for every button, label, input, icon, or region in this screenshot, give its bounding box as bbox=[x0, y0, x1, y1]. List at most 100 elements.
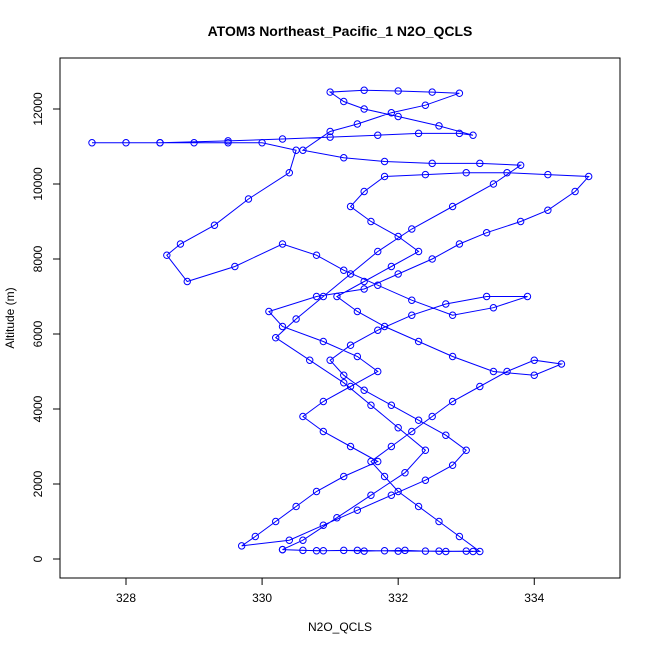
point bbox=[557, 360, 566, 368]
point bbox=[299, 546, 307, 555]
point bbox=[394, 487, 402, 496]
point bbox=[455, 129, 464, 138]
point bbox=[340, 97, 348, 106]
point bbox=[278, 135, 287, 143]
point bbox=[380, 322, 389, 331]
point bbox=[503, 169, 511, 177]
point bbox=[306, 356, 314, 364]
point bbox=[442, 431, 450, 439]
series-line bbox=[92, 89, 590, 553]
point bbox=[380, 472, 389, 481]
point bbox=[374, 326, 382, 334]
point bbox=[190, 139, 198, 147]
point bbox=[312, 487, 321, 496]
x-tick-label: 330 bbox=[252, 591, 272, 605]
point bbox=[571, 187, 579, 196]
point bbox=[360, 277, 368, 286]
point bbox=[122, 139, 130, 147]
point bbox=[387, 442, 396, 451]
point bbox=[374, 281, 382, 289]
point bbox=[299, 412, 307, 421]
point bbox=[340, 371, 348, 379]
point bbox=[448, 311, 457, 319]
y-tick-label: 0 bbox=[31, 555, 45, 562]
point bbox=[435, 547, 443, 555]
point bbox=[462, 446, 470, 454]
point bbox=[408, 225, 416, 233]
x-tick-label: 328 bbox=[116, 591, 136, 605]
point bbox=[183, 277, 191, 286]
point bbox=[367, 401, 375, 409]
point bbox=[292, 502, 300, 511]
plot-box bbox=[59, 57, 621, 579]
point bbox=[265, 307, 273, 316]
point bbox=[414, 416, 423, 424]
point bbox=[442, 300, 450, 308]
point bbox=[285, 536, 294, 544]
point bbox=[353, 506, 362, 514]
y-tick-label: 6000 bbox=[31, 320, 45, 347]
point bbox=[312, 547, 321, 555]
point bbox=[346, 341, 355, 349]
point bbox=[319, 337, 328, 346]
point bbox=[469, 547, 477, 556]
point bbox=[326, 356, 334, 364]
point bbox=[421, 170, 430, 179]
x-tick-label: 334 bbox=[524, 591, 544, 605]
point bbox=[176, 240, 185, 248]
point bbox=[367, 217, 375, 226]
point bbox=[333, 514, 341, 522]
point bbox=[408, 311, 416, 319]
point bbox=[278, 240, 287, 248]
point bbox=[319, 292, 328, 301]
point bbox=[435, 122, 443, 130]
point bbox=[414, 502, 423, 511]
point bbox=[489, 367, 498, 376]
point bbox=[326, 133, 334, 141]
point bbox=[584, 172, 593, 181]
point bbox=[387, 401, 396, 409]
point bbox=[258, 139, 266, 147]
point bbox=[156, 139, 164, 147]
point bbox=[340, 266, 348, 274]
y-tick-label: 10000 bbox=[31, 167, 45, 201]
point bbox=[380, 172, 389, 181]
point bbox=[299, 536, 307, 544]
point bbox=[353, 546, 362, 555]
point bbox=[292, 315, 300, 323]
point bbox=[530, 371, 538, 379]
point bbox=[523, 292, 532, 301]
y-tick-label: 8000 bbox=[31, 245, 45, 272]
point bbox=[353, 120, 362, 128]
point bbox=[278, 545, 287, 554]
point bbox=[448, 461, 457, 469]
point bbox=[544, 170, 552, 179]
point bbox=[380, 547, 389, 555]
point bbox=[428, 159, 436, 168]
point bbox=[340, 379, 348, 387]
point bbox=[346, 442, 355, 451]
point bbox=[374, 457, 382, 466]
point bbox=[421, 101, 430, 109]
point bbox=[530, 356, 538, 364]
point bbox=[414, 247, 423, 256]
point bbox=[387, 109, 396, 117]
point bbox=[271, 334, 280, 342]
point bbox=[251, 532, 259, 541]
point bbox=[353, 307, 362, 316]
point bbox=[360, 105, 368, 113]
point bbox=[394, 424, 402, 432]
point bbox=[421, 446, 430, 454]
point bbox=[224, 137, 232, 145]
point bbox=[503, 367, 511, 376]
point bbox=[516, 161, 525, 169]
point bbox=[401, 469, 409, 477]
point bbox=[374, 247, 382, 256]
point bbox=[319, 397, 328, 406]
point bbox=[394, 232, 402, 241]
point bbox=[374, 131, 382, 139]
point bbox=[353, 352, 362, 361]
point bbox=[367, 491, 375, 499]
